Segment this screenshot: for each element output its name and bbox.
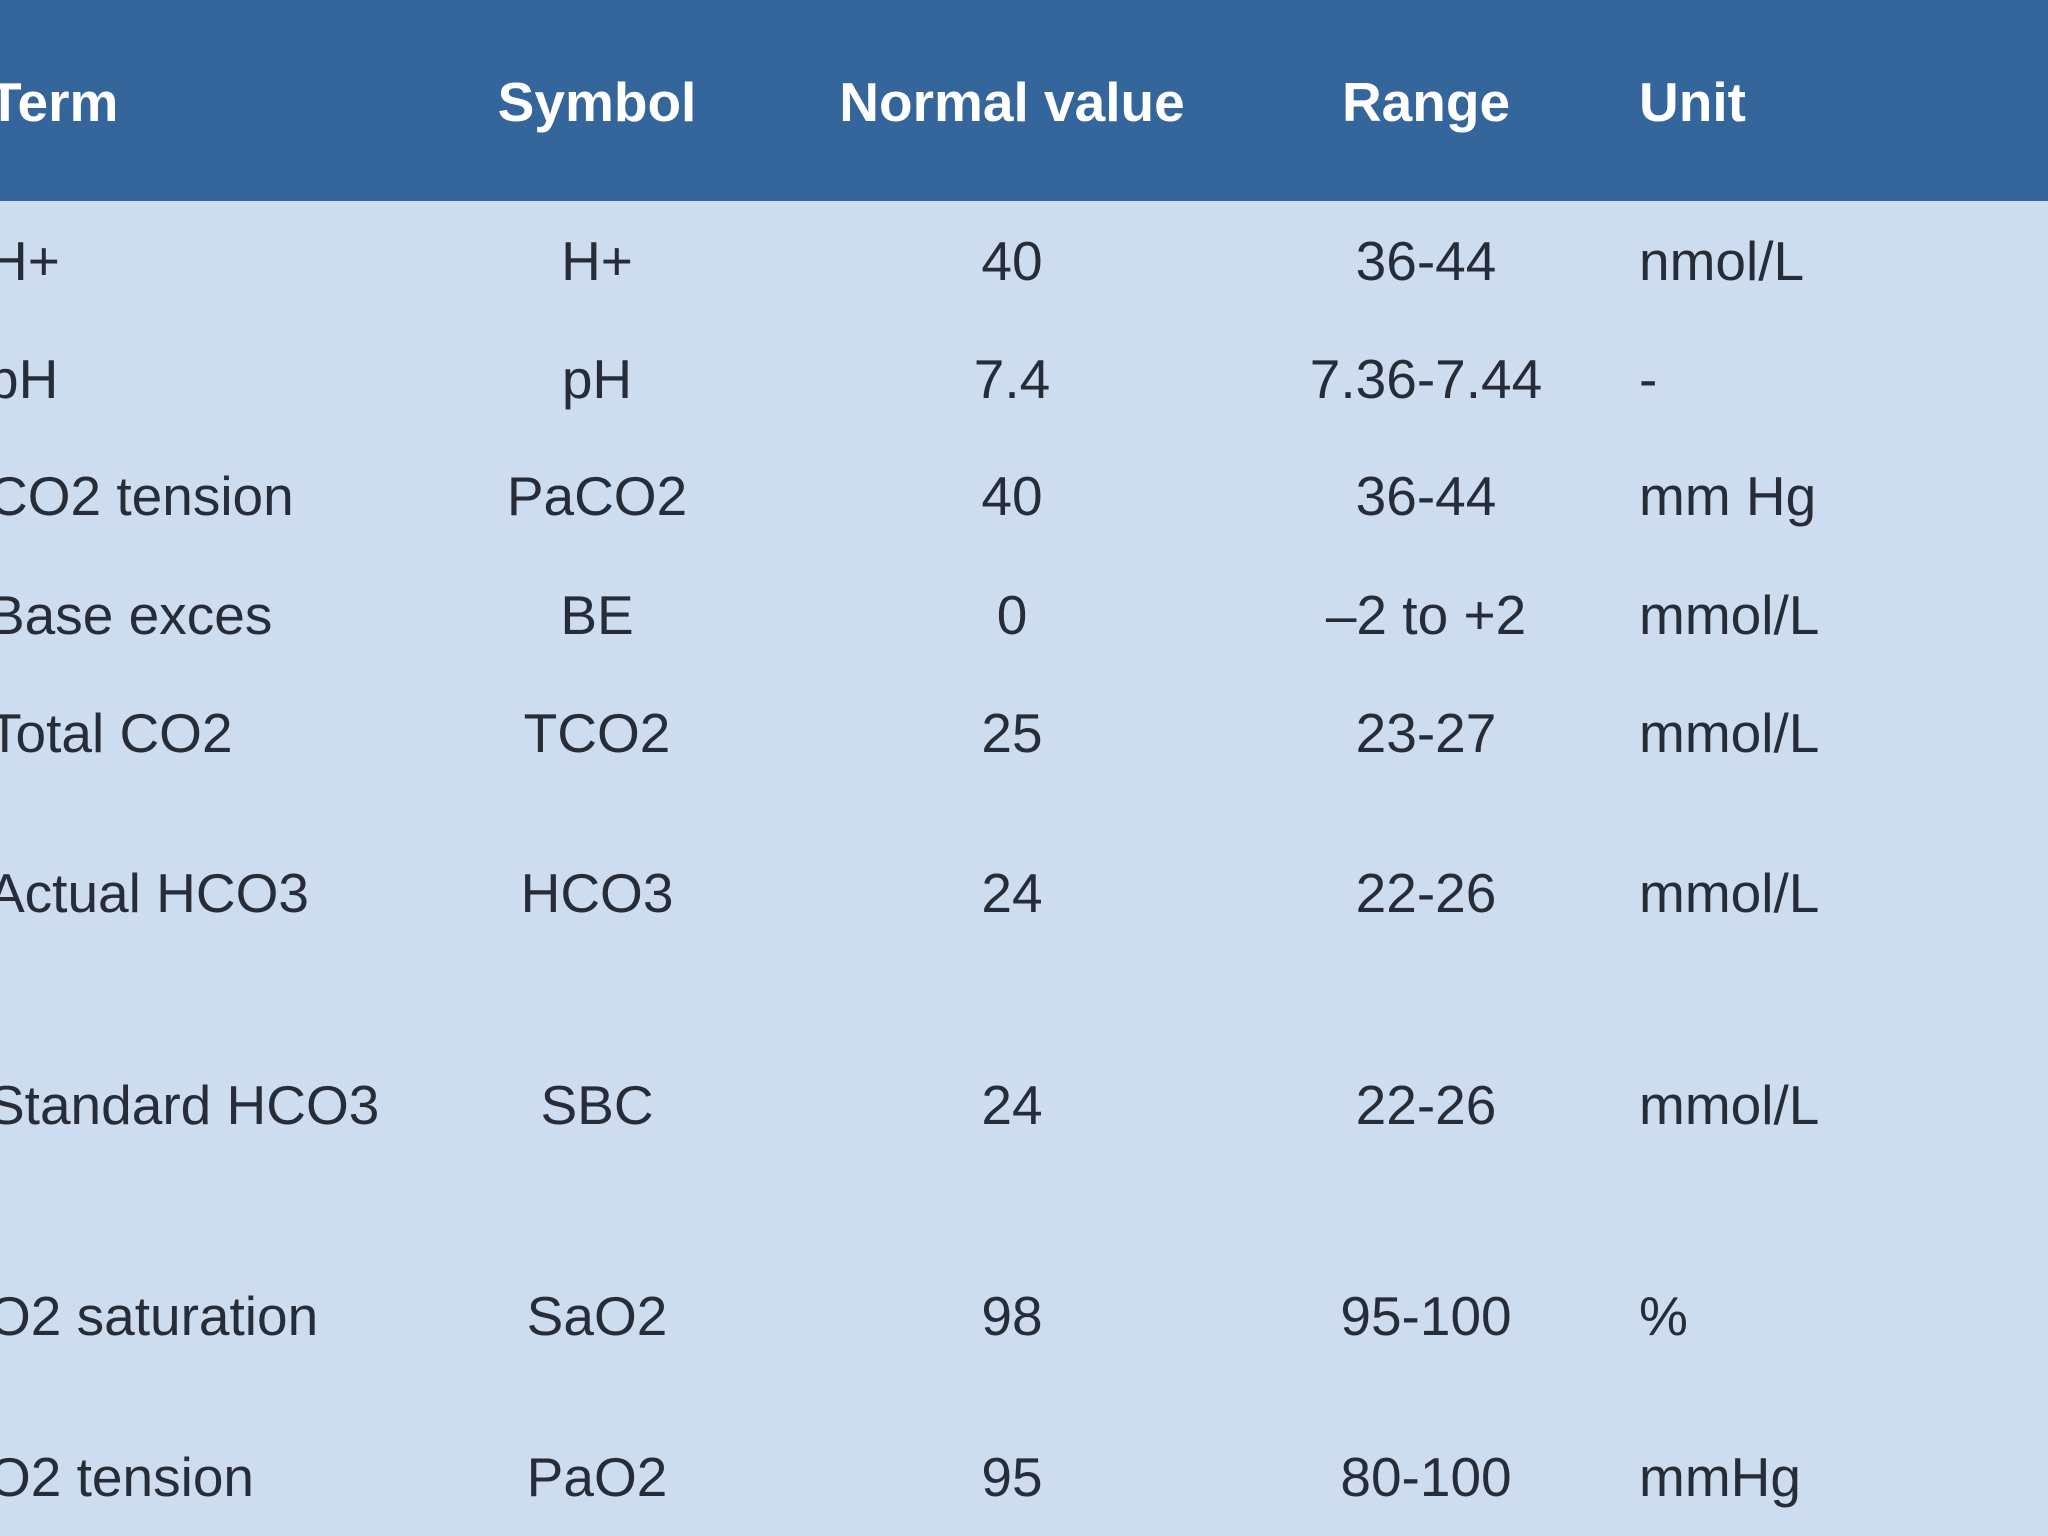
table-cell: mmol/L	[1639, 862, 1820, 924]
table-cell: 7.36-7.44	[1309, 348, 1543, 410]
header-bar	[0, 0, 2048, 201]
table-cell: 25	[981, 702, 1043, 764]
table-cell: 24	[981, 862, 1043, 924]
table-cell: %	[1639, 1285, 1688, 1347]
header-cell: Normal value	[839, 71, 1185, 133]
table-cell: HCO3	[520, 862, 674, 924]
table-cell: 36-44	[1355, 465, 1497, 527]
table-cell: Base exces	[0, 584, 273, 646]
header-cell: Unit	[1639, 71, 1746, 133]
table-cell: O2 saturation	[0, 1285, 319, 1347]
table-cell: 40	[981, 465, 1043, 527]
table-cell: 95-100	[1340, 1285, 1512, 1347]
table-cell: -	[1639, 348, 1658, 410]
header-cell: Term	[0, 71, 119, 133]
table-cell: 22-26	[1355, 862, 1497, 924]
table-cell: mmol/L	[1639, 584, 1820, 646]
table-cell: CO2 tension	[0, 465, 294, 527]
table-cell: 36-44	[1355, 230, 1497, 292]
table-cell: O2 tension	[0, 1446, 255, 1508]
table-cell: 80-100	[1340, 1446, 1512, 1508]
table-cell: H+	[561, 230, 633, 292]
table-cell: 22-26	[1355, 1074, 1497, 1136]
header-cell: Symbol	[497, 71, 697, 133]
table-cell: BE	[560, 584, 634, 646]
table-cell: PaCO2	[506, 465, 688, 527]
table-cell: mm Hg	[1639, 465, 1817, 527]
table-cell: SBC	[540, 1074, 654, 1136]
table-cell: SaO2	[526, 1285, 668, 1347]
table-cell: Standard HCO3	[0, 1074, 380, 1136]
table-cell: –2 to +2	[1325, 584, 1527, 646]
table-cell: TCO2	[523, 702, 671, 764]
header-cell: Range	[1341, 71, 1511, 133]
table-cell: mmol/L	[1639, 1074, 1820, 1136]
table-cell: H+	[0, 230, 60, 292]
table-cell: 40	[981, 230, 1043, 292]
table-cell: PaO2	[526, 1446, 668, 1508]
table-cell: Actual HCO3	[0, 862, 309, 924]
table-cell: pH	[0, 348, 59, 410]
table-cell: 98	[981, 1285, 1043, 1347]
table-cell: nmol/L	[1639, 230, 1805, 292]
table-cell: 23-27	[1355, 702, 1497, 764]
table-cell: 95	[981, 1446, 1043, 1508]
table-cell: Total CO2	[0, 702, 233, 764]
table-cell: mmol/L	[1639, 702, 1820, 764]
table-cell: 24	[981, 1074, 1043, 1136]
table-cell: 0	[996, 584, 1028, 646]
table-cell: 7.4	[973, 348, 1051, 410]
table-cell: pH	[561, 348, 633, 410]
table-cell: mmHg	[1639, 1446, 1801, 1508]
